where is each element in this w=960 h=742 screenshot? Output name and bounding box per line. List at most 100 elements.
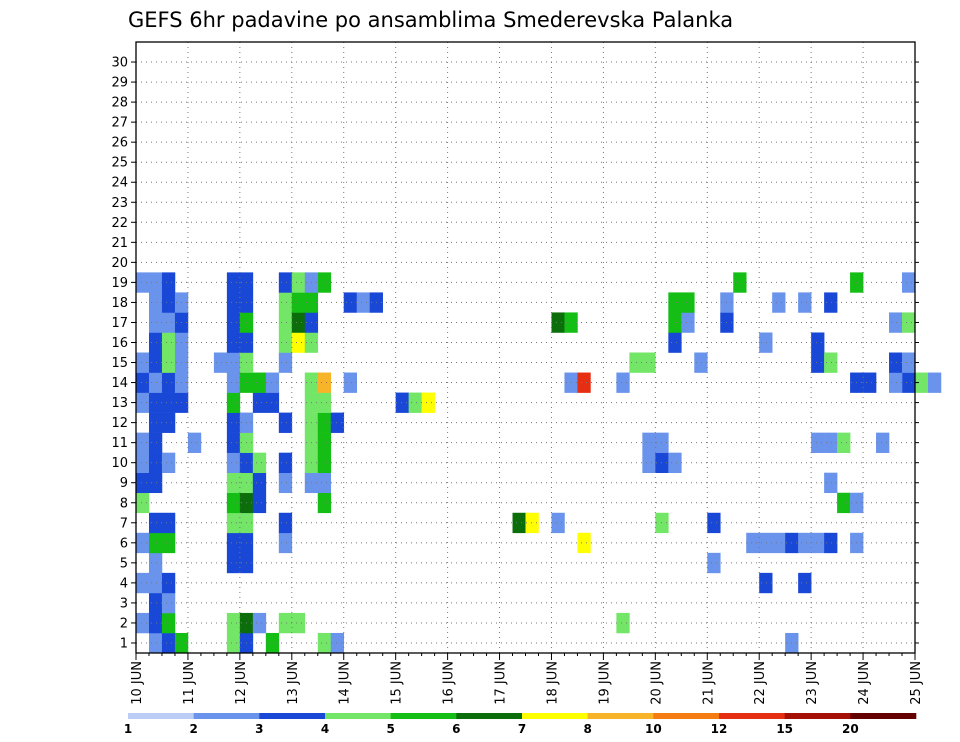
x-tick-label: 22 JUN <box>753 661 768 705</box>
y-tick-label: 9 <box>120 476 128 491</box>
heatmap-cell <box>226 632 241 654</box>
y-tick-label: 5 <box>120 556 128 571</box>
heatmap-cell <box>837 492 851 514</box>
heatmap-cell <box>148 512 163 534</box>
y-tick-label: 4 <box>120 576 128 591</box>
colorbar-legend: 1 2 3 4 5 6 7 8 10 12 15 20 <box>124 713 917 736</box>
heatmap-cell <box>681 292 695 313</box>
heatmap-cell <box>265 392 280 413</box>
colorbar-segment <box>522 713 588 719</box>
heatmap-cell <box>136 392 150 413</box>
y-tick-label: 11 <box>111 436 128 451</box>
heatmap-cell <box>317 272 332 293</box>
heatmap-cell <box>811 332 825 353</box>
heatmap-cell <box>278 612 293 634</box>
heatmap-cell <box>798 292 812 313</box>
heatmap-cell <box>889 312 903 333</box>
y-tick-label: 15 <box>111 356 128 371</box>
heatmap-cell <box>148 392 163 413</box>
colorbar-segment <box>850 713 917 719</box>
x-tick-label: 21 JUN <box>701 661 716 705</box>
y-tick-label: 22 <box>111 216 128 231</box>
y-tick-label: 12 <box>111 416 128 431</box>
heatmap-cell <box>148 332 163 353</box>
heatmap-cell <box>161 312 176 333</box>
heatmap-cell <box>161 612 176 634</box>
colorbar-segment <box>128 713 194 719</box>
x-tick-label: 13 JUN <box>286 661 301 705</box>
heatmap-cell <box>525 512 539 534</box>
heatmap-cell <box>161 532 176 554</box>
colorbar-segment <box>259 713 326 719</box>
heatmap-cell <box>317 632 332 654</box>
colorbar-label: 3 <box>255 722 263 736</box>
heatmap-cell <box>148 532 163 554</box>
heatmap-cell <box>395 392 409 413</box>
y-tick-label: 3 <box>120 596 128 611</box>
colorbar-segment <box>653 713 720 719</box>
heatmap-cell <box>837 432 851 453</box>
heatmap-cell <box>252 612 267 634</box>
x-tick-label: 23 JUN <box>805 661 820 705</box>
heatmap-cell <box>889 352 903 373</box>
heatmap-cell <box>148 352 163 373</box>
heatmap-cell <box>902 352 916 373</box>
heatmap-cell <box>824 472 838 494</box>
heatmap-cell <box>616 372 630 393</box>
heatmap-cell <box>161 572 176 594</box>
heatmap-cell <box>278 292 293 313</box>
heatmap-cell <box>824 432 838 453</box>
heatmap-cell <box>278 472 293 494</box>
heatmap-cell <box>226 452 241 473</box>
y-tick-label: 16 <box>111 336 128 351</box>
x-tick-label: 18 JUN <box>545 661 560 705</box>
heatmap-cell <box>278 312 293 333</box>
heatmap-cell <box>226 432 241 453</box>
heatmap-cell <box>707 552 721 574</box>
colorbar-label: 2 <box>189 722 197 736</box>
heatmap-cell <box>512 512 526 534</box>
heatmap-cell <box>161 352 176 373</box>
y-tick-label: 6 <box>120 536 128 551</box>
heatmap-cell <box>408 392 422 413</box>
heatmap-cell <box>291 332 306 353</box>
heatmap-cell <box>317 432 332 453</box>
y-tick-label: 17 <box>111 316 128 331</box>
colorbar-label: 10 <box>645 722 662 736</box>
x-axis: 10 JUN 11 JUN 12 JUN 13 JUN 14 JUN 15 JUN 16 J… <box>130 653 924 705</box>
y-tick-label: 13 <box>111 396 128 411</box>
heatmap-cell <box>356 292 370 313</box>
heatmap-cell <box>226 312 241 333</box>
heatmap-cell <box>226 552 241 574</box>
heatmap-cell <box>811 432 825 453</box>
y-tick-label: 27 <box>111 116 128 131</box>
heatmap-cell <box>161 332 176 353</box>
y-tick-label: 7 <box>120 516 128 531</box>
heatmap-cell <box>148 432 163 453</box>
colorbar-segment <box>390 713 457 719</box>
heatmap-cell <box>136 452 150 473</box>
heatmap-cell <box>343 292 358 313</box>
heatmap-cell <box>772 292 786 313</box>
heatmap-cell <box>915 372 929 393</box>
y-tick-label: 29 <box>111 76 128 91</box>
heatmap-cell <box>226 532 241 554</box>
heatmap-cell <box>148 552 163 574</box>
colorbar-segment <box>456 713 523 719</box>
heatmap-cell <box>278 332 293 353</box>
heatmap-cell <box>668 292 682 313</box>
y-tick-label: 18 <box>111 296 128 311</box>
heatmap-cell <box>213 352 228 373</box>
heatmap-cell <box>148 572 163 594</box>
heatmap-cell <box>291 272 306 293</box>
colorbar-segment <box>193 713 260 719</box>
y-tick-label: 30 <box>111 56 128 71</box>
heatmap-cell <box>317 492 332 514</box>
heatmap-cell <box>161 512 176 534</box>
y-tick-label: 2 <box>120 616 128 631</box>
colorbar-label: 1 <box>124 722 132 736</box>
x-tick-label: 12 JUN <box>234 661 249 705</box>
y-tick-label: 21 <box>111 236 128 251</box>
colorbar-label: 6 <box>452 722 460 736</box>
heatmap-cell <box>330 632 345 654</box>
